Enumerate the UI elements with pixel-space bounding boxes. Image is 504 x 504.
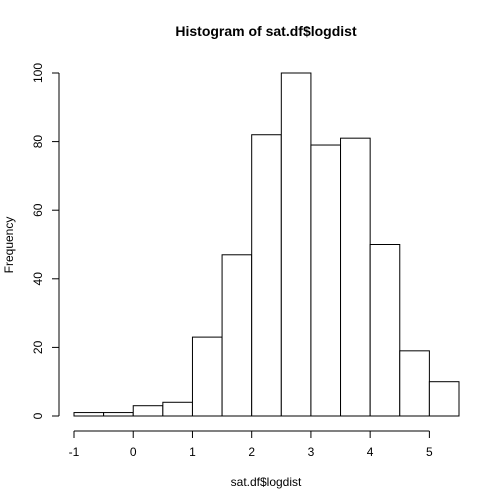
histogram-bar xyxy=(399,350,430,417)
histogram-bar xyxy=(221,254,253,417)
x-tick-label: 5 xyxy=(426,445,433,459)
x-axis-label: sat.df$logdist xyxy=(231,475,302,489)
histogram-bar xyxy=(428,381,460,417)
x-tick-label: 4 xyxy=(367,445,374,459)
histogram-bar xyxy=(280,72,312,417)
histogram-bar xyxy=(310,144,342,417)
histogram-bar xyxy=(191,336,223,417)
histogram-bar xyxy=(73,412,105,417)
y-axis: 0 20 40 60 80 100 xyxy=(31,63,60,419)
y-tick-label: 100 xyxy=(31,63,45,83)
x-tick-label: 1 xyxy=(189,445,196,459)
y-tick-label: 0 xyxy=(31,412,45,419)
y-tick-label: 40 xyxy=(31,272,45,286)
y-tick-label: 60 xyxy=(31,203,45,217)
histogram-bar xyxy=(251,134,282,417)
histogram-bar xyxy=(103,412,134,417)
histogram-bar xyxy=(369,244,401,417)
x-axis: -1 0 1 2 3 4 5 xyxy=(69,430,433,459)
x-tick-label: -1 xyxy=(69,445,80,459)
histogram-bar xyxy=(340,137,371,417)
y-tick-label: 80 xyxy=(31,135,45,149)
histogram-bar xyxy=(162,401,193,417)
x-tick-label: 0 xyxy=(130,445,137,459)
y-axis-label: Frequency xyxy=(2,217,16,274)
x-tick-label: 3 xyxy=(308,445,315,459)
histogram-bar xyxy=(132,405,164,417)
y-tick-label: 20 xyxy=(31,340,45,354)
bars xyxy=(73,72,460,417)
x-tick-label: 2 xyxy=(248,445,255,459)
chart-title: Histogram of sat.df$logdist xyxy=(175,23,357,39)
